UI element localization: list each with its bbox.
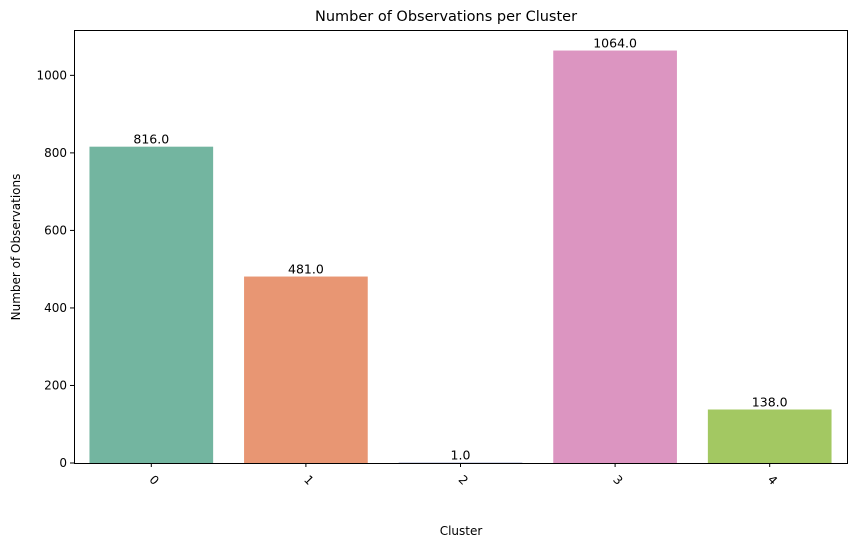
y-axis-label: Number of Observations (9, 174, 23, 321)
x-axis-label: Cluster (440, 524, 483, 538)
data-labels-group: 816.0 481.0 1.0 1064.0 138.0 (133, 36, 787, 463)
bar-cluster-0 (89, 146, 214, 464)
y-tick-label: 400 (44, 301, 67, 315)
plot-frame (74, 30, 848, 464)
y-tick-label: 800 (44, 146, 67, 160)
data-label-cluster-2: 1.0 (451, 448, 471, 463)
x-tick-label: 0 (146, 473, 161, 488)
bars-group (89, 50, 832, 464)
data-label-cluster-0: 816.0 (133, 132, 169, 147)
x-axis: 0 1 2 3 4 (146, 463, 780, 488)
bar-cluster-1 (244, 276, 368, 463)
y-tick-label: 1000 (36, 68, 67, 82)
y-tick-label: 0 (59, 456, 67, 470)
x-tick-label: 4 (765, 473, 780, 488)
y-axis: 0 200 400 600 800 1000 (36, 68, 74, 470)
data-label-cluster-1: 481.0 (288, 262, 324, 277)
bar-cluster-3 (553, 50, 677, 463)
y-tick-label: 200 (44, 378, 67, 392)
data-label-cluster-4: 138.0 (752, 395, 788, 410)
y-tick-label: 600 (44, 223, 67, 237)
x-tick-label: 3 (610, 473, 625, 488)
bar-cluster-4 (707, 409, 832, 463)
x-tick-label: 2 (456, 473, 471, 488)
data-label-cluster-3: 1064.0 (593, 36, 637, 51)
chart-title: Number of Observations per Cluster (315, 9, 577, 25)
x-tick-label: 1 (301, 473, 316, 488)
